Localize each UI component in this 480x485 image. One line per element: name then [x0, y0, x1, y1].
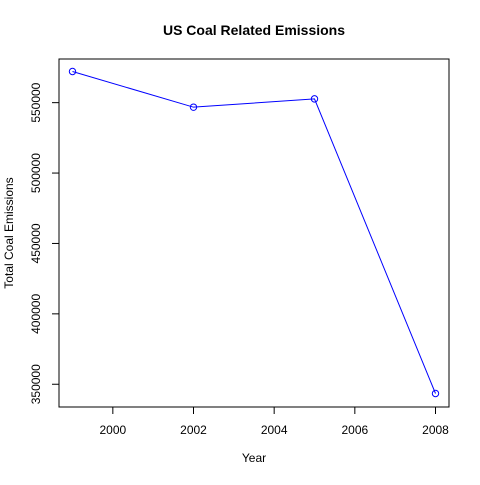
y-tick-label: 500000 [29, 153, 43, 193]
y-axis-label: Total Coal Emissions [2, 177, 16, 288]
x-tick-label: 2004 [261, 423, 288, 437]
series-line [72, 71, 436, 394]
y-tick-label: 450000 [29, 223, 43, 263]
data-point [431, 389, 440, 398]
x-axis-label: Year [242, 451, 266, 465]
series-layer [68, 67, 440, 398]
x-tick-label: 2008 [422, 423, 449, 437]
y-tick-label: 400000 [29, 294, 43, 334]
data-point [310, 95, 319, 103]
y-axis: 350000 400000 450000 500000 550000 [29, 82, 59, 404]
chart-title: US Coal Related Emissions [163, 22, 345, 38]
x-tick-label: 2002 [180, 423, 207, 437]
data-point [68, 67, 77, 76]
plot-frame [58, 58, 450, 408]
data-point [189, 103, 198, 111]
x-tick-label: 2006 [341, 423, 368, 437]
x-axis: 2000 2002 2004 2006 2008 [99, 407, 449, 437]
x-tick-label: 2000 [99, 423, 126, 437]
y-tick-label: 350000 [29, 364, 43, 404]
y-tick-label: 550000 [29, 82, 43, 122]
